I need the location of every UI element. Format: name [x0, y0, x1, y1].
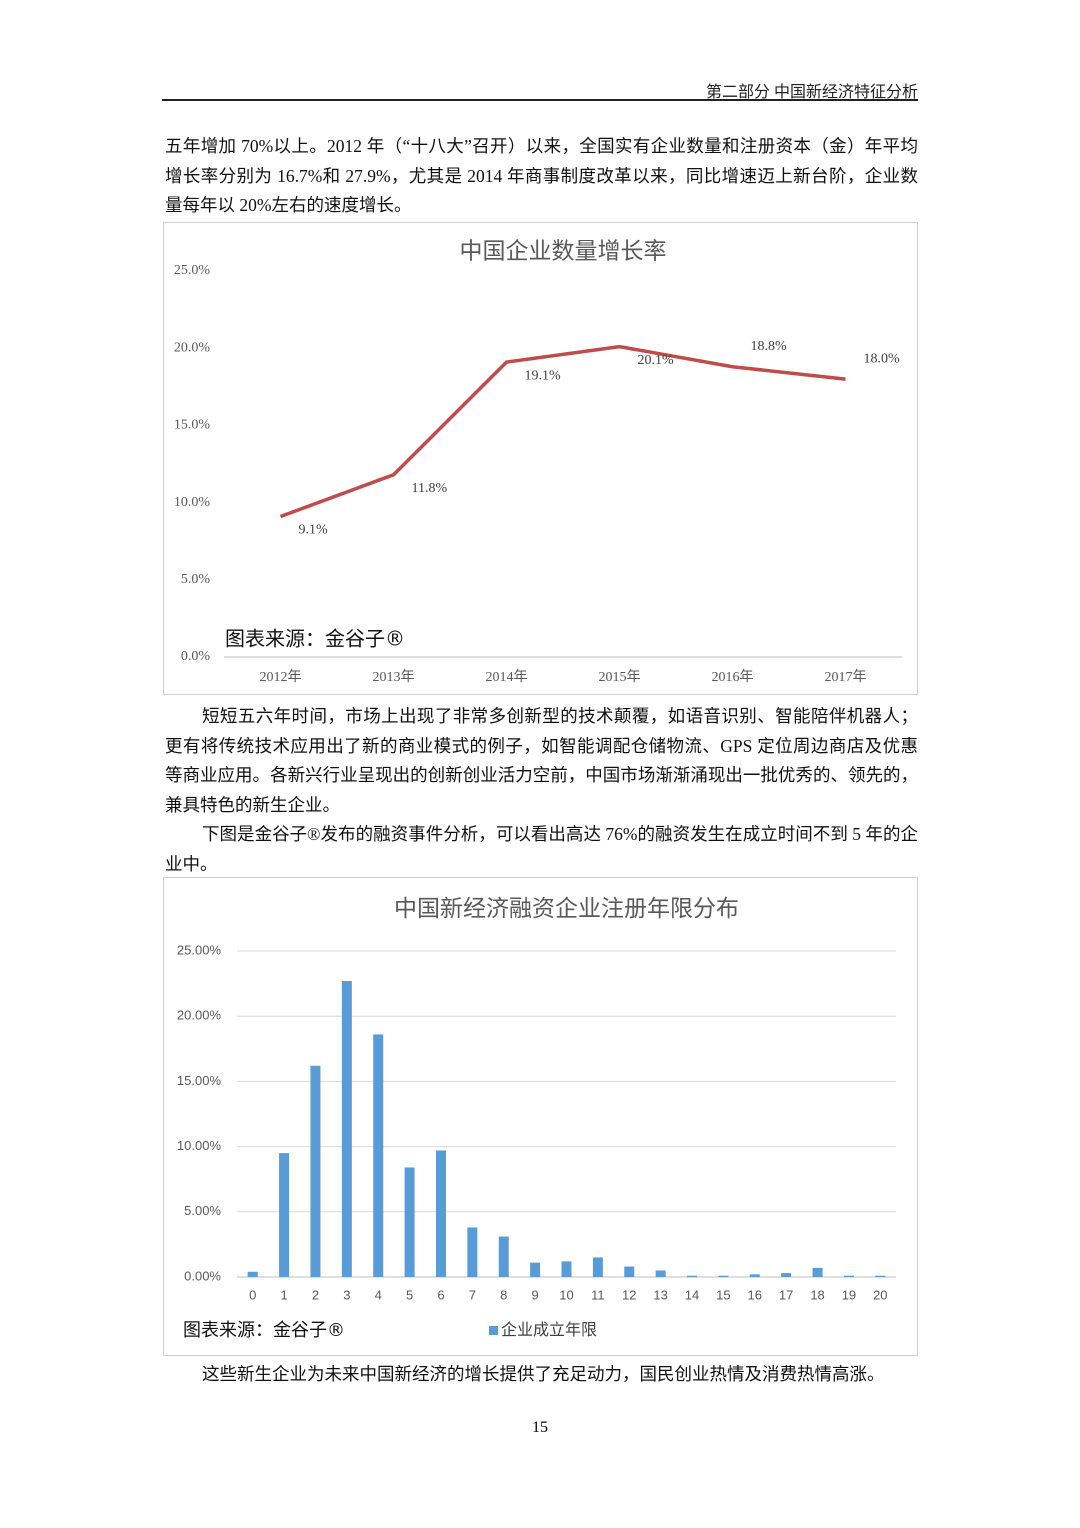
x-tick-label: 0 — [249, 1287, 256, 1302]
bar — [812, 1267, 823, 1277]
y-tick-label: 0.00% — [184, 1268, 221, 1283]
bar — [655, 1270, 666, 1277]
paragraph: 下图是金谷子®发布的融资事件分析，可以看出高达 76%的融资发生在成立时间不到 … — [165, 824, 918, 874]
bar — [404, 1167, 415, 1277]
x-tick-label: 2 — [312, 1287, 319, 1302]
bar — [373, 1034, 384, 1277]
y-tick-label: 0.0% — [181, 649, 211, 664]
x-tick-label: 11 — [591, 1287, 605, 1302]
x-tick-label: 5 — [406, 1287, 413, 1302]
chart: 中国企业数量增长率 0.0% 5.0% 10.0% 15.0% 20.0% 25.0% 201… — [163, 222, 918, 695]
data-label: 20.1% — [638, 353, 675, 368]
y-tick-label: 15.00% — [177, 1073, 222, 1088]
x-tick-label: 8 — [500, 1287, 507, 1302]
x-tick-label: 19 — [842, 1287, 856, 1302]
x-tick-label: 2017年 — [825, 669, 867, 685]
header-title: 第二部分 中国新经济特征分析 — [705, 84, 918, 101]
x-tick-label: 3 — [343, 1287, 350, 1302]
x-tick-label: 2016年 — [712, 669, 754, 685]
chart-frame — [163, 222, 918, 695]
chart-title: 中国新经济融资企业注册年限分布 — [394, 895, 739, 921]
x-tick-label: 6 — [437, 1287, 444, 1302]
y-tick-label: 5.00% — [184, 1203, 221, 1218]
bar — [592, 1257, 603, 1277]
header-rule — [162, 99, 918, 101]
bar — [687, 1275, 698, 1277]
data-label: 11.8% — [412, 481, 448, 496]
x-tick-label: 2015年 — [599, 669, 641, 685]
y-tick-label: 20.0% — [174, 340, 211, 355]
x-tick-label: 17 — [779, 1287, 793, 1302]
y-tick-label: 10.00% — [177, 1138, 222, 1153]
x-tick-label: 7 — [469, 1287, 476, 1302]
y-tick-label: 10.0% — [174, 495, 211, 510]
bar — [530, 1262, 541, 1277]
x-tick-label: 2014年 — [486, 669, 528, 685]
paragraph: 短短五六年时间，市场上出现了非常多创新型的技术颠覆，如语音识别、智能陪伴机器人；… — [165, 706, 918, 815]
x-tick-label: 16 — [748, 1287, 762, 1302]
x-tick-label: 13 — [653, 1287, 667, 1302]
paragraph: 这些新生企业为未来中国新经济的增长提供了充足动力，国民创业热情及消费热情高涨。 — [202, 1364, 885, 1384]
x-tick-label: 1 — [280, 1287, 287, 1302]
bar — [561, 1261, 572, 1277]
bar — [749, 1274, 760, 1277]
bar — [247, 1271, 258, 1277]
chart-frame — [163, 877, 918, 1356]
x-tick-label: 15 — [716, 1287, 730, 1302]
bar — [843, 1275, 854, 1277]
bar — [341, 980, 352, 1277]
y-tick-label: 25.0% — [174, 263, 211, 278]
x-tick-label: 14 — [685, 1287, 699, 1302]
bar — [875, 1275, 886, 1277]
x-tick-label: 9 — [532, 1287, 539, 1302]
legend-swatch — [489, 1326, 498, 1335]
line — [279, 344, 846, 519]
bar — [498, 1236, 509, 1277]
data-label: 9.1% — [299, 523, 329, 538]
bar — [310, 1065, 321, 1277]
x-tick-label: 2013年 — [373, 669, 415, 685]
bar — [781, 1273, 792, 1277]
bar — [279, 1153, 290, 1277]
x-tick-label: 10 — [559, 1287, 573, 1302]
x-tick-label: 18 — [810, 1287, 824, 1302]
legend-label: 企业成立年限 — [501, 1321, 597, 1339]
data-label: 18.8% — [751, 339, 788, 354]
bar — [467, 1227, 478, 1277]
paragraph: 五年增加 70%以上。2012 年（“十八大”召开）以来，全国实有企业数量和注册… — [165, 136, 918, 215]
y-tick-label: 15.0% — [174, 418, 211, 433]
bar — [624, 1266, 635, 1277]
y-tick-label: 5.0% — [181, 572, 211, 587]
x-tick-label: 20 — [873, 1287, 887, 1302]
page-number: 15 — [532, 1419, 548, 1436]
bar — [435, 1150, 446, 1277]
y-tick-label: 25.00% — [177, 942, 222, 957]
bar — [718, 1275, 729, 1277]
x-tick-label: 2012年 — [260, 669, 302, 685]
x-tick-label: 4 — [375, 1287, 382, 1302]
chart-title: 中国企业数量增长率 — [460, 238, 667, 263]
annotation: 图表来源：金谷子® — [183, 1320, 345, 1341]
chart: 中国新经济融资企业注册年限分布 0.00% 5.00% 10.00% 15.00% 20.… — [163, 877, 918, 1356]
data-label: 18.0% — [864, 351, 901, 366]
y-tick-label: 20.00% — [177, 1008, 222, 1023]
data-label: 19.1% — [525, 368, 562, 383]
annotation: 图表来源：金谷子® — [225, 627, 405, 651]
x-tick-label: 12 — [622, 1287, 636, 1302]
